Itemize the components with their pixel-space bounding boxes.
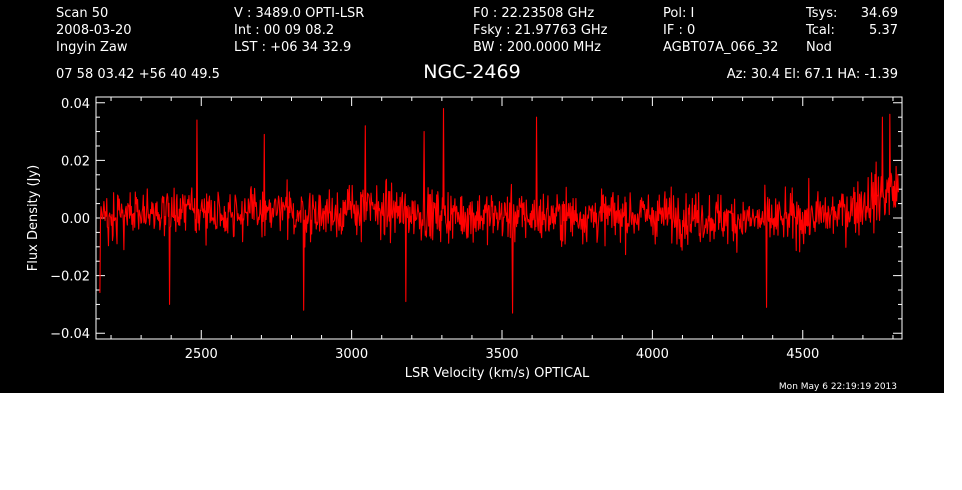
spectrum-series (99, 107, 899, 314)
y-axis-label: Flux Density (Jy) (26, 165, 41, 271)
spectrum-chart: Scan 50 2008-03-20 Ingyin Zaw V : 3489.0… (26, 6, 903, 392)
y-tick-label: −0.04 (50, 327, 90, 342)
y-tick-label: 0.04 (61, 97, 90, 112)
project-id: AGBT07A_066_32 (663, 40, 778, 55)
bandwidth: BW : 200.0000 MHz (473, 40, 601, 55)
header-col2: V : 3489.0 OPTI-LSR Int : 00 09 08.2 LST… (234, 6, 364, 55)
lst-info: LST : +06 34 32.9 (234, 40, 351, 55)
y-tick-label: 0.00 (61, 212, 90, 227)
pointing-info: Az: 30.4 El: 67.1 HA: -1.39 (727, 67, 898, 82)
coordinates: 07 58 03.42 +56 40 49.5 (56, 67, 220, 82)
spectrum-line (99, 107, 899, 314)
velocity-info: V : 3489.0 OPTI-LSR (234, 6, 364, 21)
polarization: Pol: I (663, 6, 694, 21)
integration-time: Int : 00 09 08.2 (234, 23, 334, 38)
header-col3: F0 : 22.23508 GHz Fsky : 21.97763 GHz BW… (473, 6, 608, 55)
x-tick-label: 4500 (786, 347, 819, 362)
nod-label: Nod (806, 40, 832, 55)
x-tick-label: 2500 (185, 347, 218, 362)
source-name: NGC-2469 (423, 61, 520, 83)
tcal-value: 5.37 (869, 23, 898, 38)
scan-label: Scan 50 (56, 6, 108, 21)
tcal-label: Tcal: (805, 23, 835, 38)
rest-frequency: F0 : 22.23508 GHz (473, 6, 594, 21)
x-tick-label: 3000 (335, 347, 368, 362)
header-col1: Scan 50 2008-03-20 Ingyin Zaw (56, 6, 132, 55)
obs-date: 2008-03-20 (56, 23, 132, 38)
x-tick-label: 4000 (636, 347, 669, 362)
tsys-value: 34.69 (861, 6, 898, 21)
axis-ticks (96, 97, 902, 339)
plot-window: Scan 50 2008-03-20 Ingyin Zaw V : 3489.0… (0, 0, 944, 393)
timestamp: Mon May 6 22:19:19 2013 (779, 382, 897, 392)
x-tick-label: 3500 (485, 347, 518, 362)
y-tick-label: −0.02 (50, 270, 90, 285)
if-number: IF : 0 (663, 23, 695, 38)
sky-frequency: Fsky : 21.97763 GHz (473, 23, 608, 38)
x-tick-labels: 2500 3000 3500 4000 4500 (185, 347, 820, 362)
header-col4: Pol: I IF : 0 AGBT07A_066_32 (663, 6, 778, 55)
tsys-label: Tsys: (805, 6, 837, 21)
x-axis-label: LSR Velocity (km/s) OPTICAL (405, 366, 590, 381)
y-tick-labels: 0.04 0.02 0.00 −0.02 −0.04 (50, 97, 90, 342)
header-col5: Tsys: Tcal: Nod 34.69 5.37 (805, 6, 898, 55)
y-tick-label: 0.02 (61, 154, 90, 169)
observer: Ingyin Zaw (56, 40, 128, 55)
